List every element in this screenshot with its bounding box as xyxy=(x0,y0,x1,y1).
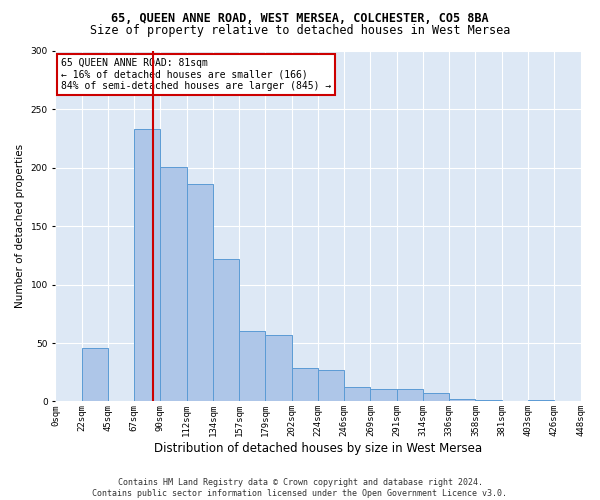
Bar xyxy=(134,130,160,402)
Bar xyxy=(475,400,502,402)
Text: Size of property relative to detached houses in West Mersea: Size of property relative to detached ho… xyxy=(90,24,510,37)
Bar xyxy=(423,393,449,402)
Bar xyxy=(370,388,397,402)
Bar xyxy=(213,259,239,402)
Bar xyxy=(397,388,423,402)
Bar xyxy=(239,332,265,402)
Bar xyxy=(292,368,318,402)
Text: 65, QUEEN ANNE ROAD, WEST MERSEA, COLCHESTER, CO5 8BA: 65, QUEEN ANNE ROAD, WEST MERSEA, COLCHE… xyxy=(111,12,489,26)
Bar xyxy=(160,166,187,402)
Bar xyxy=(265,335,292,402)
Bar xyxy=(318,370,344,402)
Bar xyxy=(187,184,213,402)
Text: Contains HM Land Registry data © Crown copyright and database right 2024.
Contai: Contains HM Land Registry data © Crown c… xyxy=(92,478,508,498)
X-axis label: Distribution of detached houses by size in West Mersea: Distribution of detached houses by size … xyxy=(154,442,482,455)
Bar xyxy=(344,388,370,402)
Bar xyxy=(82,348,108,402)
Text: 65 QUEEN ANNE ROAD: 81sqm
← 16% of detached houses are smaller (166)
84% of semi: 65 QUEEN ANNE ROAD: 81sqm ← 16% of detac… xyxy=(61,58,331,91)
Bar xyxy=(449,399,475,402)
Bar xyxy=(528,400,554,402)
Y-axis label: Number of detached properties: Number of detached properties xyxy=(15,144,25,308)
